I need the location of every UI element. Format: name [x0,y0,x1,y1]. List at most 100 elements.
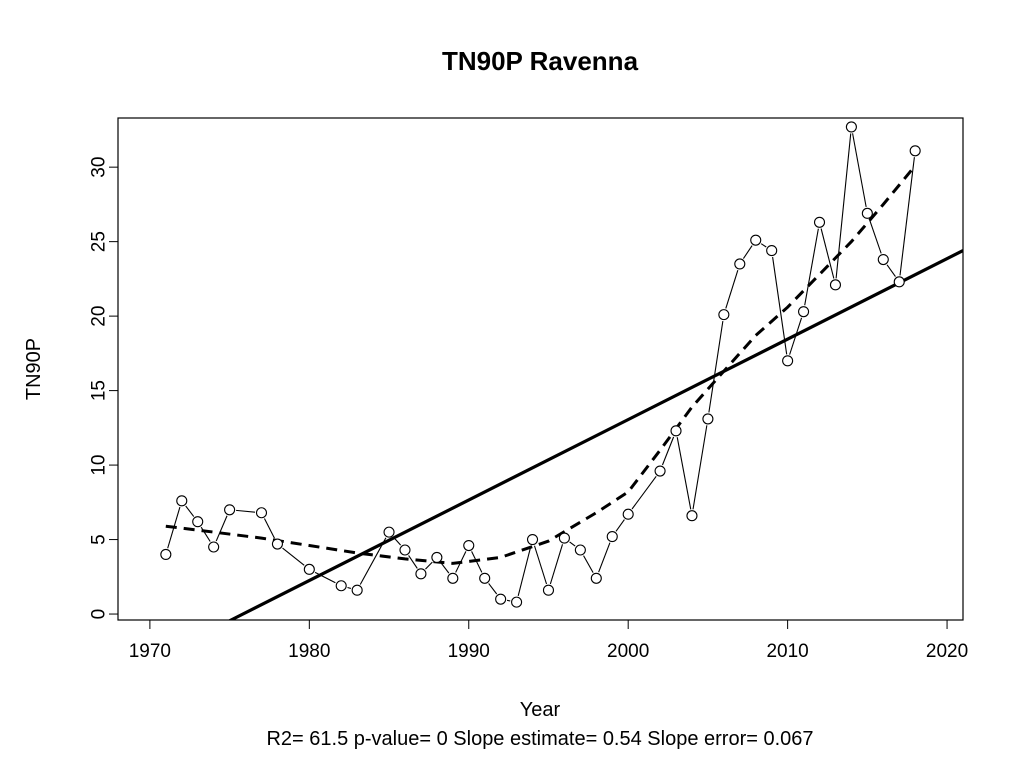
data-point [718,309,730,321]
data-point [686,510,698,522]
data-point [303,563,315,575]
plot-lines [165,133,963,620]
data-point [335,580,347,592]
observed-segment [314,571,336,584]
y-tick-label: 25 [89,231,110,252]
observed-segment [676,437,692,510]
data-point [542,584,555,596]
data-point [383,526,395,538]
data-point [670,425,682,437]
y-tick-label: 20 [89,306,110,327]
data-point [654,465,666,477]
observed-segment [215,515,228,542]
observed-segment [517,545,532,596]
y-tick-label: 5 [89,534,110,545]
y-tick-label: 10 [89,455,110,476]
observed-segment [852,133,867,208]
data-point [192,516,204,528]
x-tick-label: 1970 [129,641,171,662]
data-point [590,572,602,584]
observed-segment [615,519,625,532]
observed-segment [725,270,739,309]
data-point [511,596,523,608]
observed-segment [282,547,305,566]
observed-segment [772,256,788,355]
observed-segment [263,518,275,539]
data-point [622,508,634,520]
trend-line [228,249,963,620]
data-point [479,572,491,584]
data-point [463,539,475,552]
data-point [271,538,283,550]
data-point [782,355,794,367]
data-point [351,584,363,596]
data-point [415,568,427,580]
data-point [829,279,842,291]
data-point [909,145,921,157]
data-point [160,548,172,561]
observed-segment [742,245,753,259]
data-point [893,276,905,288]
data-point [606,531,618,543]
observed-segment [425,561,433,570]
x-tick-label: 1980 [288,641,330,662]
observed-segment [631,475,657,510]
observed-segment [899,157,915,276]
data-point [702,413,714,425]
data-point [877,253,889,266]
y-tick-label: 15 [89,380,110,401]
observed-segment [708,320,724,413]
observed-segment [804,228,819,306]
data-point [176,495,188,507]
data-point [447,572,459,584]
data-point [798,306,810,318]
observed-segment [760,243,767,248]
data-point [845,121,857,133]
y-axis: 0 5 10 15 20 25 30 [89,157,119,620]
x-axis-label: Year [520,699,561,721]
data-point [558,532,570,544]
data-point [813,216,826,228]
x-tick-label: 1990 [448,641,490,662]
x-tick-label: 2000 [607,641,649,662]
observed-segment [347,586,352,589]
observed-segment [820,228,835,279]
observed-segment [506,599,511,602]
data-point [574,544,586,556]
observed-segment [569,541,576,547]
observed-segment [598,542,611,573]
observed-segment [440,562,450,574]
plot-points [160,121,921,608]
y-axis-label: TN90P [23,338,45,400]
data-point [431,551,443,563]
observed-segment [583,555,594,573]
chart-title: TN90P Ravenna [442,46,639,76]
data-point [495,593,507,605]
data-point [255,507,268,519]
x-tick-label: 2010 [766,641,808,662]
observed-segment [533,545,548,585]
data-point [526,534,539,546]
y-tick-label: 0 [89,609,110,620]
data-point [861,207,873,219]
observed-segment [236,509,256,513]
observed-segment [692,425,708,510]
chart-subtitle: R2= 61.5 p-value= 0 Slope estimate= 0.54… [266,728,813,750]
data-point [224,504,236,516]
observed-segment [661,436,675,466]
x-tick-label: 2020 [926,641,968,662]
y-tick-label: 30 [89,157,110,178]
x-axis: 1970 1980 1990 2000 2010 2020 [129,619,968,662]
observed-segment [408,555,418,569]
observed-segment [488,583,498,595]
observed-segment [868,219,882,254]
observed-segment [185,505,195,517]
data-point [750,234,762,246]
observed-segment [549,544,564,585]
data-point [734,258,746,270]
observed-segment [886,264,896,277]
smooth-curve [165,164,917,565]
data-point [399,544,411,556]
data-point [208,541,220,553]
